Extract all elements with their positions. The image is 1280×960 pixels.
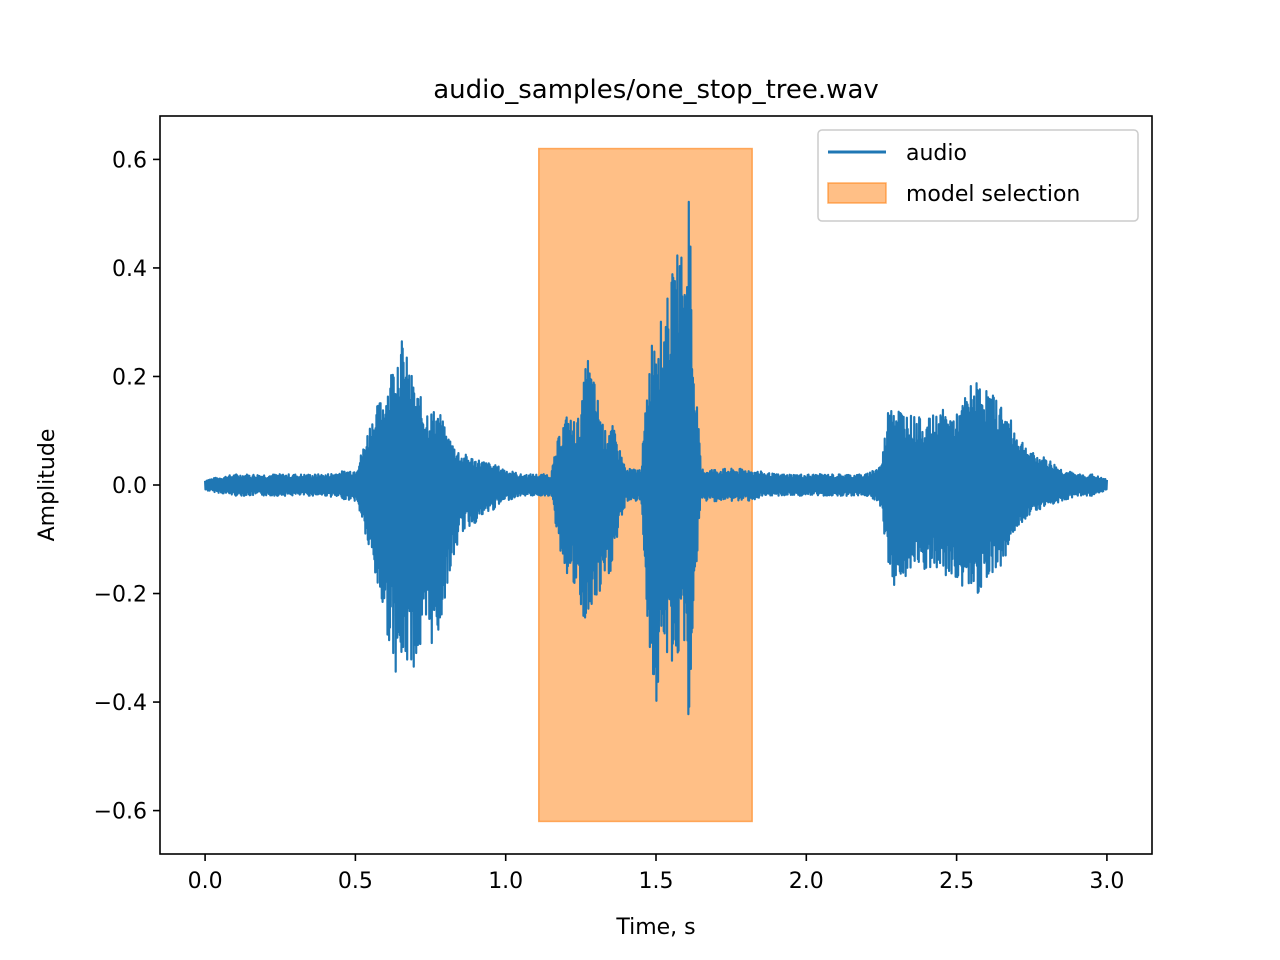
plot-area — [203, 147, 1109, 823]
chart-title: audio_samples/one_stop_tree.wav — [433, 75, 879, 105]
x-tick-label: 1.0 — [488, 869, 523, 894]
x-tick-label: 0.0 — [188, 869, 223, 894]
y-tick-label: 0.6 — [112, 148, 147, 173]
x-tick-label: 2.0 — [789, 869, 824, 894]
x-tick-label: 1.5 — [639, 869, 674, 894]
legend-audio-label: audio — [906, 141, 967, 166]
legend-selection-swatch — [827, 182, 887, 204]
y-tick-label: −0.2 — [94, 583, 147, 608]
y-tick-label: −0.6 — [94, 800, 147, 825]
y-tick-label: −0.4 — [94, 691, 147, 716]
x-axis: 0.0 0.5 1.0 1.5 2.0 2.5 3.0 — [188, 854, 1124, 894]
y-axis: 0.6 0.4 0.2 0.0 −0.2 −0.4 −0.6 — [94, 148, 160, 825]
y-tick-label: 0.0 — [112, 474, 147, 499]
audio-waveform-line — [203, 200, 1109, 716]
x-tick-label: 0.5 — [338, 869, 373, 894]
legend-box — [817, 129, 1139, 222]
x-axis-label: Time, s — [615, 915, 695, 940]
y-axis-label: Amplitude — [35, 429, 60, 542]
legend-selection-label: model selection — [906, 182, 1080, 207]
x-tick-label: 2.5 — [939, 869, 974, 894]
y-tick-label: 0.2 — [112, 365, 147, 390]
x-tick-label: 3.0 — [1089, 869, 1124, 894]
y-tick-label: 0.4 — [112, 257, 147, 282]
legend: audio model selection — [817, 129, 1139, 222]
